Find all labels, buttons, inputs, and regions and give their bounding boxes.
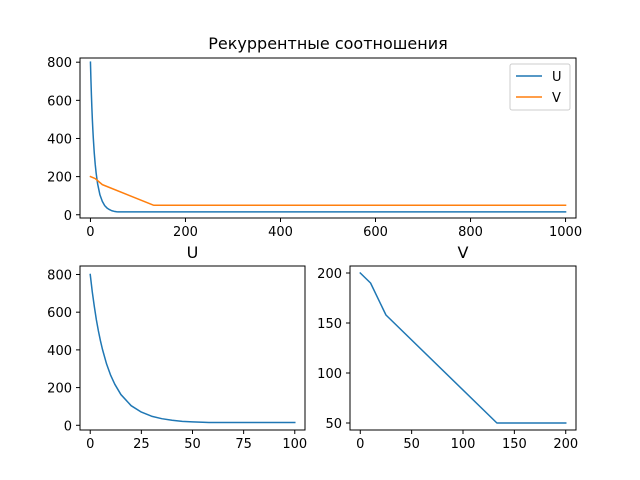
top-chart-lines: [89, 61, 567, 213]
x-tick-label: 50: [403, 437, 420, 452]
x-tick-label: 150: [502, 437, 527, 452]
x-tick-label: 75: [235, 437, 252, 452]
x-tick-label: 600: [363, 225, 388, 240]
y-tick-label: 600: [47, 94, 72, 109]
series-line-0: [359, 271, 567, 424]
x-tick-label: 400: [268, 225, 293, 240]
bottom-left-chart-lines: [89, 273, 296, 424]
series-line-0: [89, 273, 296, 424]
y-tick-label: 800: [47, 56, 72, 71]
top-chart-title: Рекуррентные соотношения: [208, 34, 448, 53]
bottom-right-chart-title: V: [458, 243, 469, 262]
y-tick-label: 200: [317, 267, 342, 282]
legend-label-v: V: [552, 91, 561, 106]
top-chart: Рекуррентные соотношения 0 200 400 600 800 10…: [47, 34, 582, 240]
x-tick-label: 100: [451, 437, 476, 452]
y-tick-label: 200: [47, 382, 72, 397]
bottom-right-chart-frame: [349, 265, 577, 431]
x-tick-label: 25: [133, 437, 150, 452]
bottom-right-chart-lines: [359, 271, 567, 424]
x-tick-label: 0: [356, 437, 364, 452]
bottom-right-chart-ticks: 0 50 100 150 200 50 100 150 200: [317, 267, 578, 452]
y-tick-label: 600: [47, 306, 72, 321]
legend-label-u: U: [552, 70, 562, 85]
bottom-left-chart-title: U: [187, 243, 199, 262]
bottom-right-chart: V 0 50 100 150 200 50 100 150 200: [317, 243, 578, 452]
x-tick-label: 1000: [549, 225, 582, 240]
x-tick-label: 100: [282, 437, 307, 452]
bottom-left-chart-ticks: 0 25 50 75 100 0 200 400 600 800: [47, 268, 307, 452]
x-tick-label: 200: [553, 437, 578, 452]
bottom-left-chart: U 0 25 50 75 100 0 200 400 600 800: [47, 243, 307, 452]
bottom-left-chart-frame: [79, 265, 306, 431]
y-tick-label: 0: [64, 419, 72, 434]
y-tick-label: 0: [64, 209, 72, 224]
x-tick-label: 0: [86, 225, 94, 240]
series-line-v: [89, 175, 567, 206]
y-tick-label: 50: [325, 417, 342, 432]
x-tick-label: 800: [458, 225, 483, 240]
top-chart-frame: [79, 57, 577, 219]
y-tick-label: 400: [47, 132, 72, 147]
top-chart-legend: U V: [509, 63, 571, 111]
x-tick-label: 200: [173, 225, 198, 240]
y-tick-label: 400: [47, 344, 72, 359]
y-tick-label: 200: [47, 171, 72, 186]
x-tick-label: 50: [184, 437, 201, 452]
y-tick-label: 100: [317, 367, 342, 382]
top-chart-ticks: 0 200 400 600 800 1000 0 200 400 600 800: [47, 56, 582, 240]
y-tick-label: 800: [47, 268, 72, 283]
x-tick-label: 0: [86, 437, 94, 452]
series-line-u: [89, 61, 567, 213]
y-tick-label: 150: [317, 317, 342, 332]
